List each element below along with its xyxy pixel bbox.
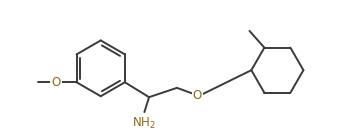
Text: O: O xyxy=(52,76,61,89)
Text: NH$_2$: NH$_2$ xyxy=(132,116,156,131)
Text: O: O xyxy=(193,89,202,102)
